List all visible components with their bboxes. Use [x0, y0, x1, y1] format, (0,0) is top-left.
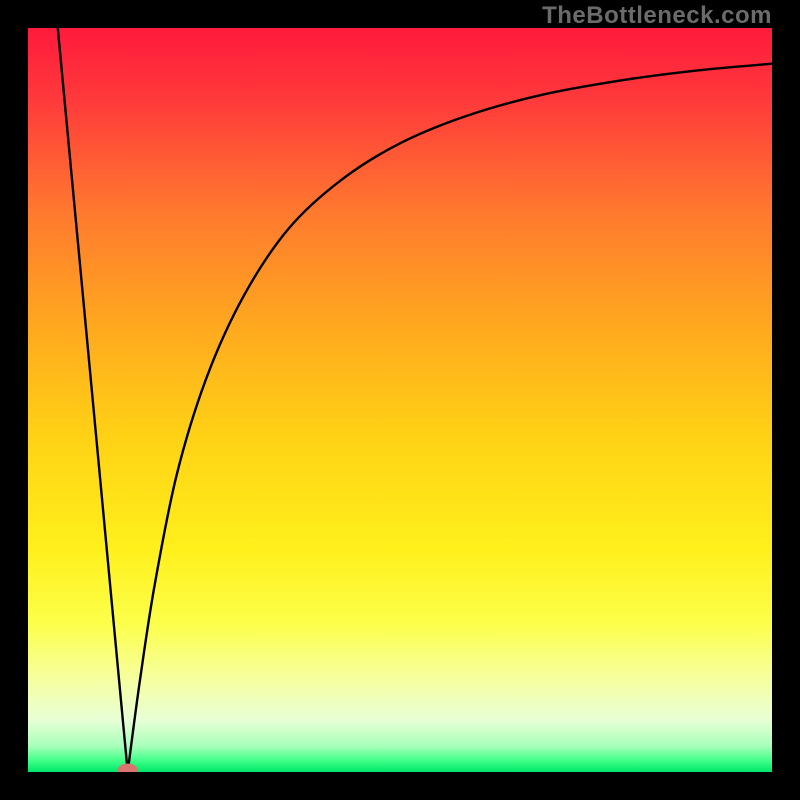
plot-area — [28, 28, 772, 772]
watermark-text: TheBottleneck.com — [542, 2, 772, 30]
gradient-background — [28, 28, 772, 772]
plot-svg — [28, 28, 772, 772]
chart-container: TheBottleneck.com — [0, 0, 800, 800]
